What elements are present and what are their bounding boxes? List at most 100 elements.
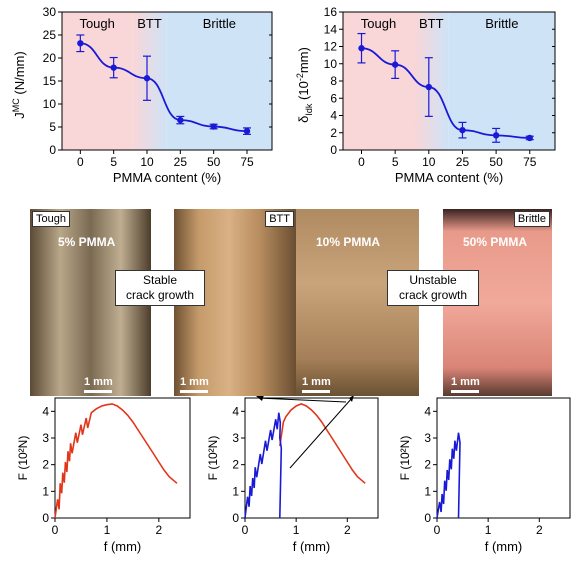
fd1-ylabel: F (10²N) — [16, 436, 30, 481]
fd1-ytick-label: 4 — [42, 404, 49, 418]
jmc-xlabel: PMMA content (%) — [113, 170, 221, 185]
ddk-label-btt: BTT — [419, 16, 444, 31]
ddk-ytick-label: 6 — [330, 91, 337, 105]
photo-label-50pct: 50% PMMA — [463, 235, 528, 249]
fd3-xtick-label: 2 — [536, 523, 543, 537]
photo-badge-tough: Tough — [32, 211, 70, 227]
fd3-xlabel: f (mm) — [485, 539, 523, 554]
fd2-ytick-label: 1 — [232, 484, 239, 498]
fd2-frame — [244, 397, 379, 519]
scale-label-2: 1 mm — [180, 376, 209, 388]
ddk-ytick-label: 4 — [330, 109, 337, 123]
ddk-ytick-label: 16 — [324, 5, 338, 19]
ddk-ytick-label: 12 — [324, 40, 338, 54]
arrow-line-blue — [257, 397, 347, 403]
jmc-ytick-label: 25 — [43, 28, 57, 42]
fd1-frame — [54, 397, 191, 519]
ddk-ytick-label: 2 — [330, 126, 337, 140]
fd2-ylabel: F (10²N) — [206, 436, 220, 481]
fd1-ytick-label: 1 — [42, 484, 49, 498]
jmc-xtick-label: 25 — [174, 155, 188, 169]
jmc-xtick-label: 5 — [110, 155, 117, 169]
jmc-ytick-label: 0 — [49, 143, 56, 157]
jmc-ytick-label: 5 — [49, 120, 56, 134]
jmc-xtick-label: 10 — [140, 155, 154, 169]
jmc-point — [110, 64, 117, 71]
fd3-ylabel: F (10²N) — [398, 436, 412, 481]
jmc-label-brittle: Brittle — [203, 16, 236, 31]
jmc-point — [77, 40, 84, 47]
jmc-point — [210, 123, 217, 130]
ddk-ytick-label: 10 — [324, 57, 338, 71]
fd1-xtick-label: 2 — [156, 523, 163, 537]
fd2-ytick-label: 2 — [232, 458, 239, 472]
ddk-point — [492, 132, 500, 139]
ddk-xtick-label: 25 — [456, 155, 470, 169]
ddk-ytick-label: 14 — [324, 22, 338, 36]
fd1-series-0 — [54, 403, 178, 519]
ddk-xtick-label: 10 — [422, 155, 436, 169]
jmc-region-tough — [62, 12, 133, 150]
fd1-xtick-label: 1 — [104, 523, 111, 537]
arrow-line-red — [289, 397, 353, 469]
ddk-region-btt — [413, 12, 449, 150]
fd3-ytick-label: 0 — [424, 511, 431, 525]
jmc-label-btt: BTT — [137, 16, 162, 31]
fd3-ytick-label: 3 — [424, 431, 431, 445]
jmc-label-tough: Tough — [79, 16, 114, 31]
ddk-point — [358, 45, 365, 52]
fd2-ytick-label: 4 — [232, 404, 239, 418]
ddk-xtick-label: 0 — [358, 155, 365, 169]
callout-unstable-line1: Unstable — [409, 273, 457, 287]
fd3-xtick-label: 0 — [434, 523, 441, 537]
jmc-point — [243, 127, 251, 135]
jmc-ytick-label: 10 — [43, 97, 57, 111]
jmc-ytick-label: 20 — [43, 51, 57, 65]
fd2-series-1 — [244, 412, 283, 519]
ddk-point — [425, 83, 433, 91]
ddk-point — [459, 126, 466, 134]
scale-label-1: 1 mm — [84, 376, 113, 388]
ddk-label-tough: Tough — [361, 16, 396, 31]
ddk-ylabel: δIdk (10-2mm) — [295, 47, 314, 123]
jmc-region-brittle — [166, 12, 272, 150]
fd3-ytick-label: 1 — [424, 484, 431, 498]
ddk-ytick-label: 8 — [330, 74, 337, 88]
fd2-xlabel: f (mm) — [293, 539, 331, 554]
jmc-ytick-label: 15 — [43, 74, 57, 88]
photo-label-10pct: 10% PMMA — [316, 235, 381, 249]
fd3-ytick-label: 2 — [424, 458, 431, 472]
photo-badge-btt: BTT — [265, 211, 294, 227]
fd2-xtick-label: 2 — [344, 523, 351, 537]
ddk-xtick-label: 75 — [523, 155, 537, 169]
callout-unstable-line2: crack growth — [398, 288, 468, 302]
fd1-xlabel: f (mm) — [104, 539, 142, 554]
fd1-ytick-label: 2 — [42, 458, 49, 472]
ddk-xtick-label: 5 — [392, 155, 399, 169]
scale-label-3: 1 mm — [302, 376, 331, 388]
callout-unstable: Unstable crack growth — [387, 270, 479, 306]
scale-label-4: 1 mm — [451, 376, 480, 388]
arrowhead-left — [256, 395, 264, 401]
fd1-xtick-label: 0 — [52, 523, 59, 537]
arrowhead-right — [349, 395, 354, 402]
jmc-ylabel: JMC (N/mm) — [11, 51, 27, 118]
fd3-ytick-label: 4 — [424, 404, 431, 418]
ddk-xtick-label: 50 — [489, 155, 503, 169]
fd2-xtick-label: 0 — [242, 523, 249, 537]
callout-stable-line1: Stable — [142, 273, 178, 287]
jmc-point — [143, 75, 151, 82]
jmc-ytick-label: 30 — [43, 5, 57, 19]
callout-stable-line2: crack growth — [125, 288, 195, 302]
fd3-frame — [436, 397, 571, 519]
jmc-region-btt — [132, 12, 167, 150]
callout-stable: Stable crack growth — [115, 270, 205, 306]
fd2-ytick-label: 3 — [232, 431, 239, 445]
jmc-xtick-label: 50 — [207, 155, 221, 169]
ddk-label-brittle: Brittle — [485, 16, 518, 31]
fd3-series-0 — [436, 432, 461, 519]
ddk-region-brittle — [448, 12, 555, 150]
ddk-point — [391, 61, 399, 68]
fd1-ytick-label: 0 — [42, 511, 49, 525]
